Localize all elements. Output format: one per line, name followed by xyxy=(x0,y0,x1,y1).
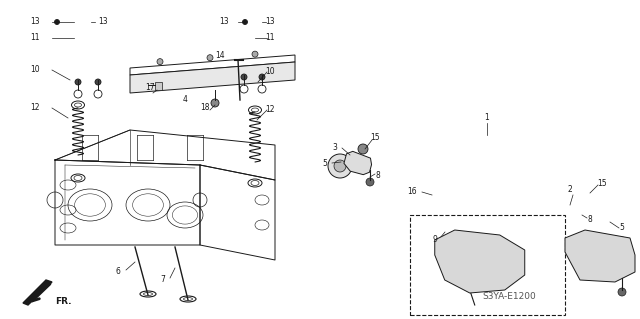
Circle shape xyxy=(477,242,513,278)
Circle shape xyxy=(589,241,621,273)
Circle shape xyxy=(95,79,101,85)
Circle shape xyxy=(259,74,265,80)
Text: 17: 17 xyxy=(145,84,155,93)
Polygon shape xyxy=(435,230,525,293)
Circle shape xyxy=(211,99,219,107)
Circle shape xyxy=(597,249,613,265)
Circle shape xyxy=(243,19,248,25)
Circle shape xyxy=(617,237,627,247)
Text: 5: 5 xyxy=(620,224,625,233)
Text: 12: 12 xyxy=(265,106,275,115)
Text: 15: 15 xyxy=(597,179,607,188)
Text: 2: 2 xyxy=(568,186,572,195)
Circle shape xyxy=(334,160,346,172)
Text: 10: 10 xyxy=(265,68,275,77)
Text: 6: 6 xyxy=(116,268,120,277)
Circle shape xyxy=(472,246,480,254)
Circle shape xyxy=(358,144,368,154)
Text: 18: 18 xyxy=(200,103,210,113)
Circle shape xyxy=(450,250,470,270)
Polygon shape xyxy=(130,55,295,75)
Text: 9: 9 xyxy=(433,235,437,244)
Text: 13: 13 xyxy=(98,18,108,26)
Polygon shape xyxy=(565,230,635,282)
Text: 13: 13 xyxy=(265,18,275,26)
Circle shape xyxy=(252,51,258,57)
Circle shape xyxy=(455,255,465,265)
Text: 15: 15 xyxy=(370,133,380,143)
Bar xyxy=(410,215,565,315)
Circle shape xyxy=(602,254,608,260)
Circle shape xyxy=(207,55,213,61)
Circle shape xyxy=(618,288,626,296)
Text: 7: 7 xyxy=(161,276,165,285)
Polygon shape xyxy=(23,280,52,305)
Circle shape xyxy=(328,154,352,178)
Text: 13: 13 xyxy=(219,18,229,26)
Bar xyxy=(155,82,162,90)
Text: 11: 11 xyxy=(30,33,40,42)
Text: 4: 4 xyxy=(182,95,188,105)
Polygon shape xyxy=(130,62,295,93)
Text: 14: 14 xyxy=(215,50,225,60)
Circle shape xyxy=(54,19,60,25)
Text: 5: 5 xyxy=(323,159,328,167)
Text: 16: 16 xyxy=(407,188,417,197)
Text: 8: 8 xyxy=(376,170,380,180)
Circle shape xyxy=(491,256,499,264)
Polygon shape xyxy=(344,151,372,175)
Text: 1: 1 xyxy=(484,114,490,122)
Circle shape xyxy=(351,158,358,166)
Text: S3YA-E1200: S3YA-E1200 xyxy=(482,292,536,300)
Circle shape xyxy=(157,59,163,65)
Text: 12: 12 xyxy=(30,103,40,113)
Text: 13: 13 xyxy=(30,18,40,26)
Text: 10: 10 xyxy=(30,65,40,75)
Circle shape xyxy=(366,178,374,186)
Text: 8: 8 xyxy=(588,216,593,225)
Circle shape xyxy=(347,155,362,169)
Circle shape xyxy=(436,252,447,262)
Text: FR.: FR. xyxy=(55,298,72,307)
Text: 11: 11 xyxy=(265,33,275,42)
Circle shape xyxy=(484,250,505,270)
Circle shape xyxy=(75,79,81,85)
Circle shape xyxy=(241,74,247,80)
Text: 3: 3 xyxy=(333,144,337,152)
